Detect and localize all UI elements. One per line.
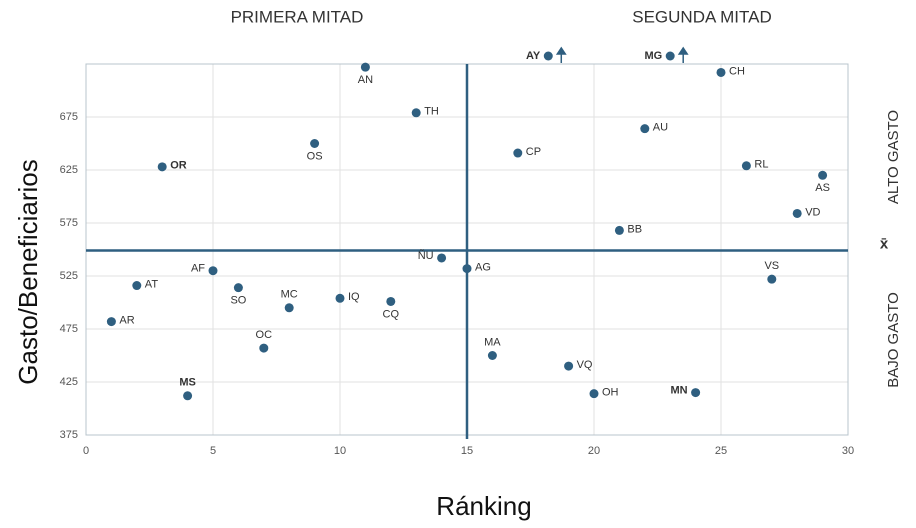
point-label: AN [358,74,373,86]
point-label: SO [230,295,246,307]
x-tick-label: 5 [210,445,216,457]
point-label: AT [145,278,159,290]
point-label: VQ [577,359,593,371]
point [411,108,421,118]
y-tick-label: 475 [60,323,78,335]
point-label: BB [627,223,642,235]
point-label: IQ [348,291,360,303]
arrow [677,46,689,63]
point [614,225,624,235]
point [767,274,777,284]
point [335,293,345,303]
y-tick-label: 675 [60,111,78,123]
point-label: CH [729,65,745,77]
point [386,296,396,306]
point-label: OR [170,160,187,172]
arrow [555,46,567,63]
y-tick-label: 425 [60,376,78,388]
point [183,391,193,401]
point [691,388,701,398]
point-label: AF [191,263,205,275]
point [818,170,828,180]
point [360,62,370,72]
point [513,148,523,158]
point-label: MN [670,385,687,397]
y-axis-title: Gasto/Beneficiarios [13,159,43,384]
point [233,283,243,293]
point [589,389,599,399]
right-title: SEGUNDA MITAD [632,7,771,26]
point-label: MC [281,289,298,301]
point-label: CP [526,146,541,158]
point [716,67,726,77]
point-label: AG [475,261,491,273]
point [310,139,320,148]
y-tick-label: 375 [60,429,78,441]
point-label: CQ [383,308,400,320]
left-title: PRIMERA MITAD [231,7,364,26]
x-tick-label: 30 [842,445,854,457]
point [437,253,447,263]
point [157,162,167,172]
point [487,351,497,360]
x-tick-label: 20 [588,445,600,457]
point [640,124,650,134]
point [132,281,142,291]
y-tick-label: 625 [60,164,78,176]
x-tick-label: 0 [83,445,89,457]
point [741,161,751,171]
point-label: AS [815,182,830,194]
point [208,266,218,276]
x-tick-label: 10 [334,445,346,457]
offscale-point [665,51,675,61]
point [259,343,269,353]
point-label: VD [805,206,820,218]
point-label: MA [484,336,501,348]
point-label: OS [307,150,323,162]
point-label: VS [764,260,779,272]
point-label: RL [754,159,768,171]
point-label: AU [653,122,668,134]
point-label: OH [602,387,619,399]
point-label: ÑU [418,249,434,262]
y-tick-label: 525 [60,270,78,282]
x-tick-label: 15 [461,445,473,457]
offscale-label: AY [526,50,541,62]
top-label: ALTO GASTO [885,110,902,204]
point-label: TH [424,106,439,118]
point [792,208,802,218]
point [564,361,574,371]
point [284,303,294,313]
offscale-label: MG [644,50,662,62]
point-label: MS [179,377,196,389]
x-tick-label: 25 [715,445,727,457]
x-axis-title: Ránking [436,491,531,521]
point-label: AR [119,314,134,326]
y-tick-label: 575 [60,217,78,229]
point-label: OC [256,329,273,341]
point [106,317,116,327]
point [462,264,472,274]
bottom-label: BAJO GASTO [885,292,902,388]
offscale-point [543,51,553,61]
mean-label: x̄ [880,236,889,253]
